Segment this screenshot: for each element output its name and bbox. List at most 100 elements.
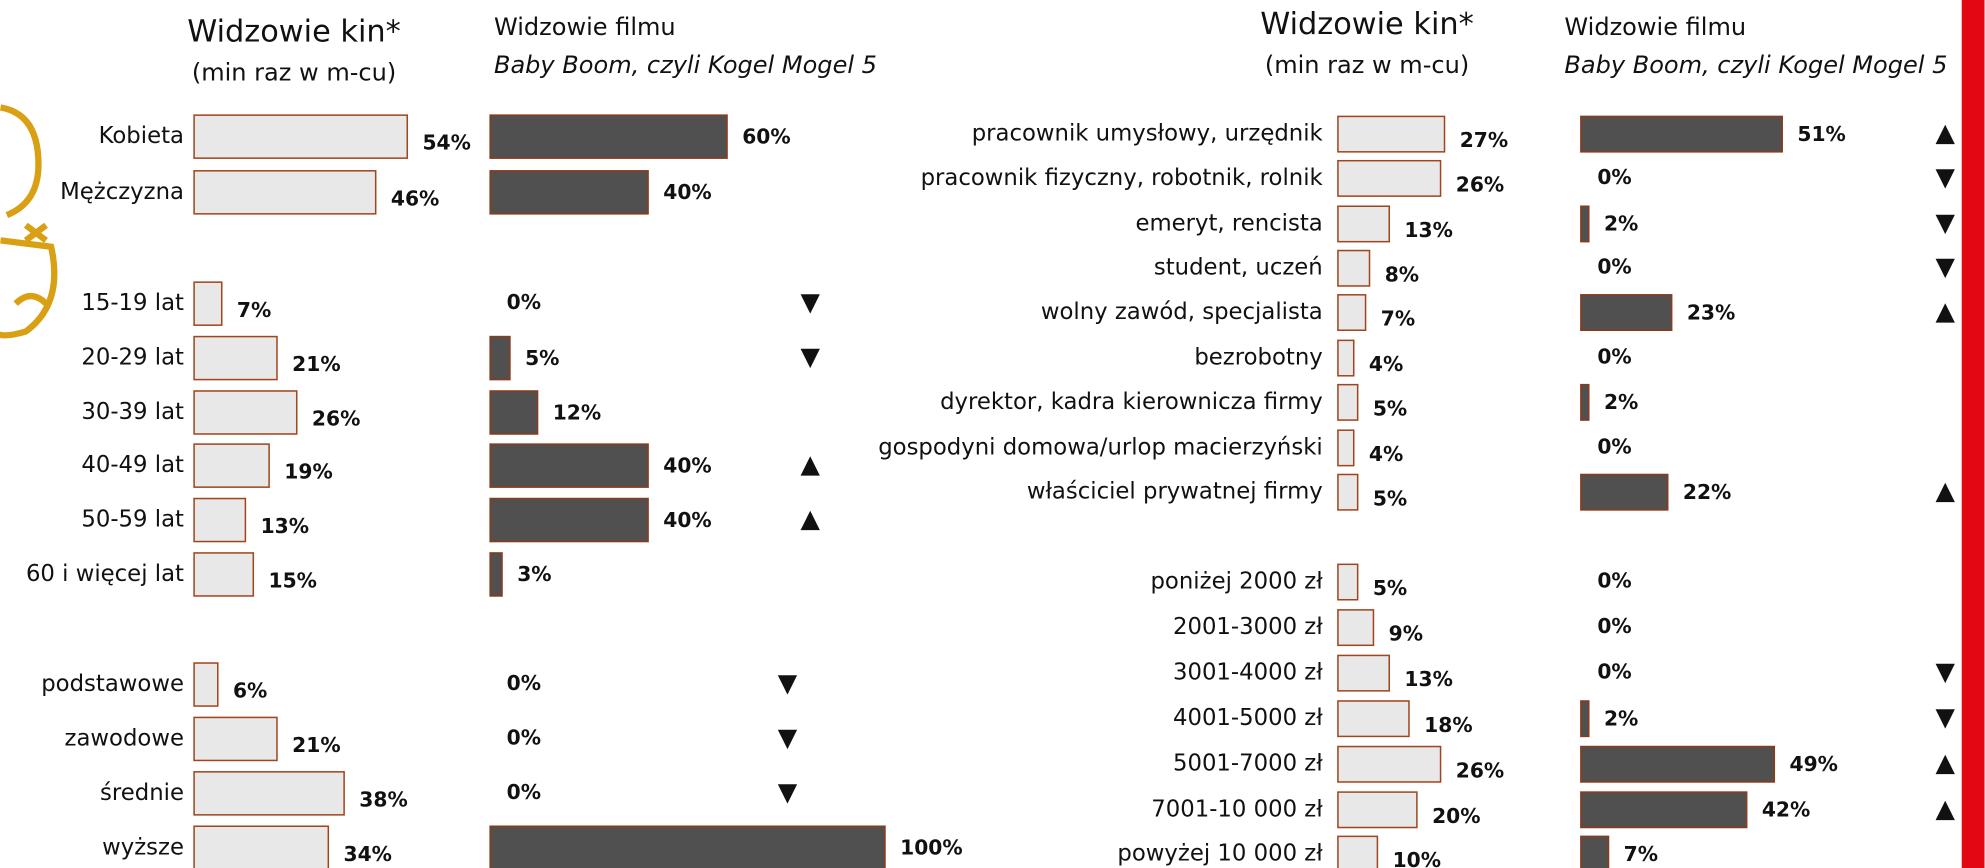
- row-label: 4001-5000 zł: [1173, 705, 1323, 731]
- film-value: 23%: [1687, 300, 1735, 324]
- row-label: emeryt, rencista: [1135, 210, 1322, 236]
- film-value: 0%: [1597, 614, 1631, 638]
- film-value: 0%: [507, 290, 541, 314]
- cinema-bar: [193, 335, 278, 381]
- header: Widzowie filmu: [1564, 13, 1746, 41]
- cinema-bar: [1337, 609, 1375, 647]
- trend-arrow: ▼: [801, 342, 821, 371]
- film-name: Baby Boom, czyli Kogel Mogel 5: [494, 51, 877, 79]
- film-bar: [489, 497, 649, 543]
- row-label: podstawowe: [41, 671, 184, 697]
- header: Widzowie kin*: [1260, 7, 1474, 42]
- trend-arrow: ▼: [778, 669, 798, 698]
- row-label: powyżej 10 000 zł: [1117, 841, 1323, 867]
- row-label: poniżej 2000 zł: [1150, 569, 1323, 595]
- trend-arrow: ▼: [1936, 252, 1956, 281]
- row-label: zawodowe: [65, 725, 184, 751]
- cinema-bar: [193, 114, 409, 159]
- trend-arrow: ▲: [801, 450, 821, 479]
- trend-arrow: ▲: [1936, 118, 1956, 147]
- film-bar: [1580, 473, 1669, 511]
- film-value: 2%: [1604, 212, 1638, 236]
- red-stripe: [1961, 0, 1985, 868]
- film-name: Baby Boom, czyli Kogel Mogel 5: [1564, 51, 1947, 79]
- cinema-bar: [1337, 654, 1391, 692]
- film-value: 100%: [900, 836, 963, 860]
- cinema-value: 5%: [1373, 576, 1407, 600]
- row-label: wyższe: [102, 834, 184, 860]
- cinema-value: 10%: [1393, 848, 1441, 868]
- trend-arrow: ▼: [1936, 162, 1956, 191]
- row-label: pracownik umysłowy, urzędnik: [972, 121, 1324, 147]
- film-value: 0%: [1597, 165, 1631, 189]
- cinema-bar: [1337, 700, 1410, 738]
- row-label: 50-59 lat: [81, 507, 184, 533]
- cinema-bar: [193, 390, 298, 435]
- cinema-value: 15%: [268, 569, 316, 593]
- masks-icon: [0, 104, 58, 339]
- film-bar: [489, 170, 649, 215]
- cinema-bar: [1337, 473, 1359, 511]
- film-value: 3%: [517, 562, 551, 586]
- film-value: 40%: [663, 180, 711, 204]
- film-value: 0%: [1597, 345, 1631, 369]
- cinema-value: 5%: [1373, 486, 1407, 510]
- film-value: 51%: [1797, 122, 1845, 146]
- cinema-bar: [1337, 159, 1442, 197]
- film-value: 0%: [1597, 434, 1631, 458]
- cinema-bar: [193, 497, 247, 543]
- cinema-bar: [1337, 429, 1355, 467]
- cinema-value: 21%: [292, 352, 340, 376]
- cinema-bar: [193, 552, 255, 597]
- film-value: 5%: [525, 346, 559, 370]
- row-label: 60 i więcej lat: [26, 561, 184, 587]
- cinema-value: 8%: [1385, 262, 1419, 286]
- row-label: 5001-7000 zł: [1173, 751, 1323, 777]
- film-bar: [489, 114, 728, 159]
- subheader: (min raz w m-cu): [1265, 51, 1469, 79]
- cinema-bar: [193, 170, 377, 215]
- film-value: 7%: [1624, 842, 1658, 866]
- cinema-bar: [1337, 791, 1418, 829]
- trend-arrow: ▼: [778, 723, 798, 752]
- cinema-bar: [1337, 745, 1442, 783]
- cinema-value: 26%: [1456, 173, 1504, 197]
- cinema-bar: [193, 771, 345, 816]
- cinema-value: 54%: [422, 131, 470, 155]
- cinema-bar: [1337, 115, 1446, 153]
- row-label: Kobieta: [99, 123, 184, 149]
- row-label: Mężczyzna: [60, 179, 184, 205]
- film-value: 2%: [1604, 390, 1638, 414]
- film-bar: [489, 443, 649, 488]
- cinema-value: 26%: [312, 407, 360, 431]
- trend-arrow: ▼: [1936, 703, 1956, 732]
- cinema-value: 27%: [1460, 128, 1508, 152]
- trend-arrow: ▼: [801, 288, 821, 317]
- film-bar: [1580, 383, 1590, 421]
- film-bar: [1580, 835, 1610, 868]
- row-label: pracownik fizyczny, robotnik, rolnik: [921, 165, 1324, 191]
- cinema-bar: [1337, 294, 1367, 332]
- cinema-value: 38%: [359, 787, 407, 811]
- cinema-value: 5%: [1373, 396, 1407, 420]
- cinema-value: 7%: [237, 298, 271, 322]
- trend-arrow: ▲: [1936, 748, 1956, 777]
- cinema-bar: [193, 662, 219, 707]
- film-bar: [1580, 700, 1590, 738]
- film-bar: [1580, 745, 1776, 783]
- film-value: 22%: [1683, 480, 1731, 504]
- cinema-value: 13%: [1404, 218, 1452, 242]
- cinema-value: 9%: [1389, 622, 1423, 646]
- film-value: 0%: [507, 725, 541, 749]
- film-value: 0%: [1597, 569, 1631, 593]
- trend-arrow: ▲: [1936, 476, 1956, 505]
- film-bar: [489, 335, 511, 381]
- film-value: 42%: [1762, 798, 1810, 822]
- film-value: 40%: [663, 453, 711, 477]
- cinema-value: 20%: [1432, 804, 1480, 828]
- trend-arrow: ▲: [1936, 297, 1956, 326]
- cinema-value: 13%: [261, 514, 309, 538]
- cinema-bar: [193, 281, 223, 326]
- cinema-value: 46%: [391, 186, 439, 210]
- film-value: 0%: [1597, 660, 1631, 684]
